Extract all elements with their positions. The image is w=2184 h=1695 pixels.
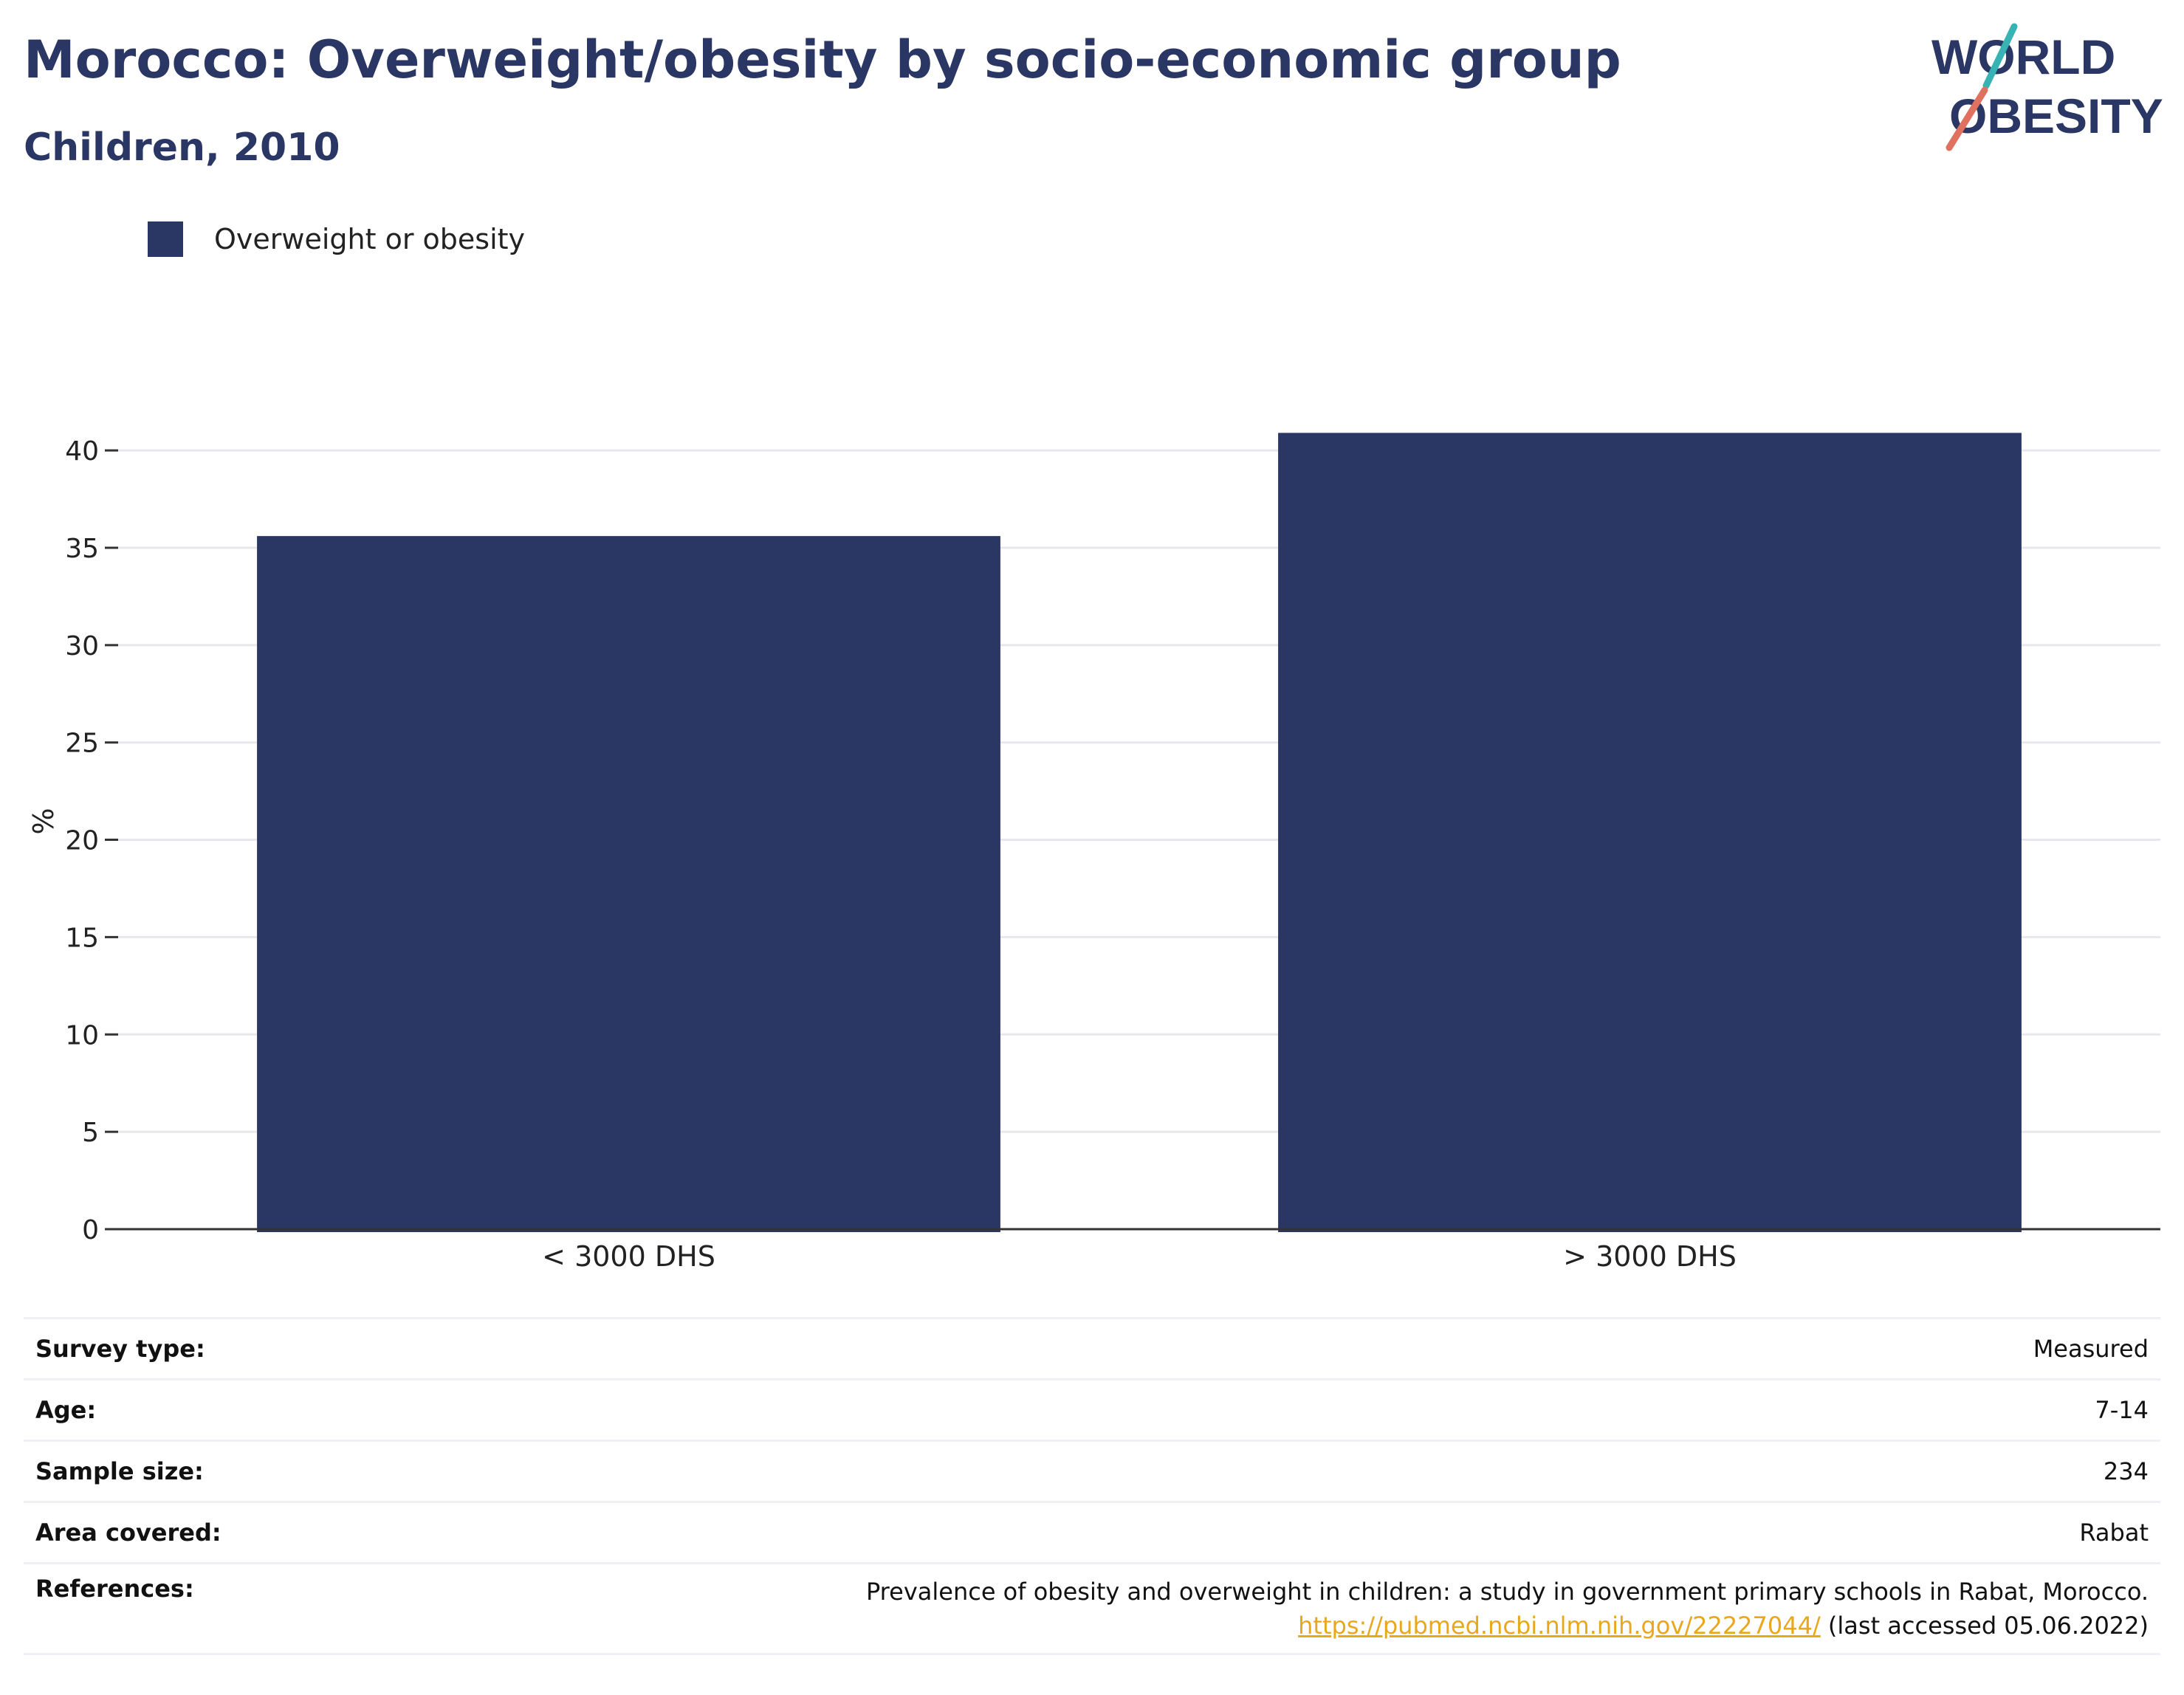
info-row-survey-type: Survey type: Measured (24, 1318, 2160, 1380)
y-tick-label: 0 (82, 1215, 99, 1245)
age-label: Age: (35, 1396, 97, 1424)
y-axis-label: % (27, 808, 60, 834)
references-suffix: (last accessed 05.06.2022) (1820, 1612, 2149, 1640)
survey-type-value: Measured (2033, 1335, 2149, 1363)
age-value: 7-14 (2095, 1396, 2149, 1424)
page-title: Morocco: Overweight/obesity by socio-eco… (24, 30, 1621, 90)
sample-size-label: Sample size: (35, 1457, 204, 1485)
logo-slash-teal (1982, 23, 2018, 89)
legend-label: Overweight or obesity (214, 223, 526, 255)
references-label: References: (35, 1575, 194, 1603)
info-row-references: References: Prevalence of obesity and ov… (24, 1563, 2160, 1654)
chart-legend[interactable]: Overweight or obesity (148, 221, 525, 257)
bar-1 (257, 536, 1000, 1232)
references-link-line: https://pubmed.ncbi.nlm.nih.gov/22227044… (331, 1609, 2149, 1643)
bar-chart: 0 5 10 15 20 25 30 35 40% < 3000 DHS > 3000 DHS (27, 433, 2160, 1273)
logo-line2: OBESITY (1949, 89, 2163, 143)
sample-size-value: 234 (2103, 1457, 2149, 1485)
area-covered-value: Rabat (2079, 1519, 2149, 1547)
references-text: Prevalence of obesity and overweight in … (865, 1578, 2149, 1606)
y-tick-label: 25 (65, 729, 99, 759)
y-tick-label: 10 (65, 1020, 99, 1051)
y-tick-label: 15 (65, 923, 99, 953)
area-covered-label: Area covered: (35, 1519, 222, 1547)
logo-line1: WORLD (1931, 30, 2115, 84)
page-subtitle: Children, 2010 (24, 126, 340, 170)
y-tick-label: 5 (82, 1118, 99, 1148)
logo-slash-coral (1946, 86, 1988, 151)
survey-type-label: Survey type: (35, 1335, 205, 1363)
references-value: Prevalence of obesity and overweight in … (319, 1564, 2160, 1654)
references-link[interactable]: https://pubmed.ncbi.nlm.nih.gov/22227044… (1298, 1612, 1821, 1640)
info-row-age: Age: 7-14 (24, 1379, 2160, 1441)
y-tick-label: 40 (65, 436, 99, 467)
info-row-area-covered: Area covered: Rabat (24, 1502, 2160, 1564)
world-obesity-logo: WORLD OBESITY (1931, 23, 2163, 151)
x-tick-label: > 3000 DHS (1563, 1240, 1737, 1273)
y-tick-label: 30 (65, 631, 99, 661)
y-tick-label: 20 (65, 826, 99, 856)
x-tick-label: < 3000 DHS (542, 1240, 715, 1273)
info-row-sample-size: Sample size: 234 (24, 1440, 2160, 1502)
y-tick-label: 35 (65, 534, 99, 564)
legend-swatch (148, 221, 183, 257)
info-table: Survey type: Measured Age: 7-14 Sample s… (24, 1317, 2160, 1655)
bar-2 (1278, 433, 2022, 1232)
